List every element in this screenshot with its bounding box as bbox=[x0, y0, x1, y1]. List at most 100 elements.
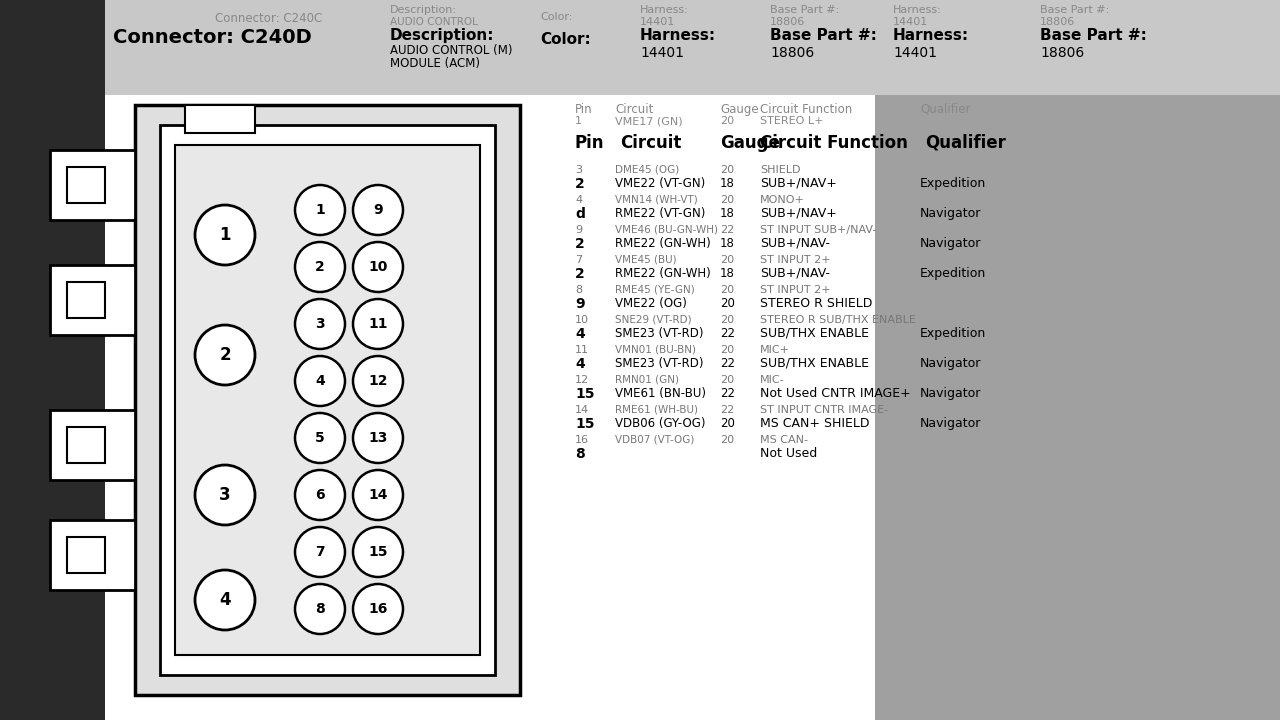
Text: 4: 4 bbox=[575, 195, 582, 205]
Text: Harness:: Harness: bbox=[893, 28, 969, 43]
Text: Harness:: Harness: bbox=[640, 28, 716, 43]
Bar bbox=[175, 145, 480, 655]
Bar bbox=[186, 105, 255, 133]
Text: 9: 9 bbox=[575, 225, 582, 235]
Circle shape bbox=[195, 465, 255, 525]
Text: 22: 22 bbox=[719, 357, 735, 370]
Text: Circuit: Circuit bbox=[620, 134, 681, 152]
Text: 9: 9 bbox=[575, 297, 585, 311]
Text: STEREO L+: STEREO L+ bbox=[760, 116, 823, 126]
Text: 10: 10 bbox=[369, 260, 388, 274]
Text: Not Used: Not Used bbox=[760, 447, 817, 460]
Text: Connector: C240C: Connector: C240C bbox=[215, 12, 323, 25]
Text: SUB/THX ENABLE: SUB/THX ENABLE bbox=[760, 357, 869, 370]
Text: Base Part #:: Base Part #: bbox=[1039, 5, 1110, 15]
Text: 4: 4 bbox=[315, 374, 325, 388]
Text: Base Part #:: Base Part #: bbox=[771, 28, 877, 43]
Text: 5: 5 bbox=[315, 431, 325, 445]
Circle shape bbox=[195, 205, 255, 265]
Text: Not Used CNTR IMAGE+: Not Used CNTR IMAGE+ bbox=[760, 387, 911, 400]
Text: 20: 20 bbox=[719, 315, 735, 325]
Text: 13: 13 bbox=[369, 431, 388, 445]
Text: 2: 2 bbox=[575, 237, 585, 251]
Bar bbox=[105, 0, 1280, 95]
Circle shape bbox=[294, 356, 346, 406]
Text: 20: 20 bbox=[719, 165, 735, 175]
Circle shape bbox=[294, 584, 346, 634]
Text: Circuit Function: Circuit Function bbox=[760, 103, 852, 116]
Text: 22: 22 bbox=[719, 327, 735, 340]
Text: VMN01 (BU-BN): VMN01 (BU-BN) bbox=[614, 345, 696, 355]
Text: 7: 7 bbox=[315, 545, 325, 559]
Text: Gauge: Gauge bbox=[719, 103, 759, 116]
Text: Qualifier: Qualifier bbox=[920, 103, 970, 116]
Bar bbox=[50, 150, 134, 220]
Circle shape bbox=[294, 299, 346, 349]
Text: RME22 (GN-WH): RME22 (GN-WH) bbox=[614, 267, 710, 280]
Text: 14: 14 bbox=[369, 488, 388, 502]
Text: MS CAN-: MS CAN- bbox=[760, 435, 808, 445]
Text: Navigator: Navigator bbox=[920, 387, 982, 400]
Bar bbox=[134, 105, 520, 695]
Text: Pin: Pin bbox=[575, 103, 593, 116]
Circle shape bbox=[353, 299, 403, 349]
Text: SUB/THX ENABLE: SUB/THX ENABLE bbox=[760, 327, 869, 340]
Text: 2: 2 bbox=[575, 267, 585, 281]
Text: 20: 20 bbox=[719, 375, 735, 385]
Text: SHIELD: SHIELD bbox=[760, 165, 800, 175]
Text: 3: 3 bbox=[575, 165, 582, 175]
Text: VDB07 (VT-OG): VDB07 (VT-OG) bbox=[614, 435, 694, 445]
Text: 11: 11 bbox=[575, 345, 589, 355]
Text: ST INPUT 2+: ST INPUT 2+ bbox=[760, 255, 831, 265]
Text: Connector: C240D: Connector: C240D bbox=[113, 28, 312, 47]
Text: ST INPUT 2+: ST INPUT 2+ bbox=[760, 285, 831, 295]
Text: SUB+/NAV-: SUB+/NAV- bbox=[760, 237, 829, 250]
Text: MS CAN+ SHIELD: MS CAN+ SHIELD bbox=[760, 417, 869, 430]
Text: d: d bbox=[575, 207, 585, 221]
Text: STEREO R SHIELD: STEREO R SHIELD bbox=[760, 297, 873, 310]
Text: Gauge: Gauge bbox=[719, 134, 780, 152]
Circle shape bbox=[353, 356, 403, 406]
Bar bbox=[0, 0, 105, 720]
Text: 22: 22 bbox=[719, 387, 735, 400]
Text: ST INPUT CNTR IMAGE-: ST INPUT CNTR IMAGE- bbox=[760, 405, 888, 415]
Bar bbox=[50, 410, 134, 480]
Text: Pin: Pin bbox=[575, 134, 604, 152]
Text: 4: 4 bbox=[575, 327, 585, 341]
Bar bbox=[876, 0, 1280, 720]
Text: 20: 20 bbox=[719, 195, 735, 205]
Text: 18806: 18806 bbox=[1039, 46, 1084, 60]
Text: Qualifier: Qualifier bbox=[925, 134, 1006, 152]
Text: RMN01 (GN): RMN01 (GN) bbox=[614, 375, 678, 385]
Text: Description:: Description: bbox=[390, 5, 457, 15]
Text: 18: 18 bbox=[719, 237, 735, 250]
Text: 2: 2 bbox=[219, 346, 230, 364]
Text: AUDIO CONTROL: AUDIO CONTROL bbox=[390, 17, 477, 27]
Text: 18: 18 bbox=[719, 207, 735, 220]
Text: VDB06 (GY-OG): VDB06 (GY-OG) bbox=[614, 417, 705, 430]
Text: 4: 4 bbox=[219, 591, 230, 609]
Circle shape bbox=[294, 527, 346, 577]
Text: 15: 15 bbox=[575, 417, 594, 431]
Circle shape bbox=[195, 570, 255, 630]
Circle shape bbox=[294, 470, 346, 520]
Text: 2: 2 bbox=[315, 260, 325, 274]
Text: 22: 22 bbox=[719, 225, 735, 235]
Text: 14401: 14401 bbox=[640, 17, 676, 27]
Text: Base Part #:: Base Part #: bbox=[771, 5, 840, 15]
Text: 6: 6 bbox=[315, 488, 325, 502]
Bar bbox=[160, 125, 495, 675]
Text: Circuit: Circuit bbox=[614, 103, 653, 116]
Text: 3: 3 bbox=[315, 317, 325, 331]
Text: VME45 (BU): VME45 (BU) bbox=[614, 255, 677, 265]
Text: Navigator: Navigator bbox=[920, 357, 982, 370]
Circle shape bbox=[353, 470, 403, 520]
Circle shape bbox=[353, 584, 403, 634]
Text: SUB+/NAV+: SUB+/NAV+ bbox=[760, 207, 837, 220]
Text: MODULE (ACM): MODULE (ACM) bbox=[390, 57, 480, 70]
Text: MIC+: MIC+ bbox=[760, 345, 790, 355]
Text: 12: 12 bbox=[369, 374, 388, 388]
Text: VME22 (VT-GN): VME22 (VT-GN) bbox=[614, 177, 705, 190]
Text: 14401: 14401 bbox=[893, 46, 937, 60]
Text: VME17 (GN): VME17 (GN) bbox=[614, 116, 682, 126]
